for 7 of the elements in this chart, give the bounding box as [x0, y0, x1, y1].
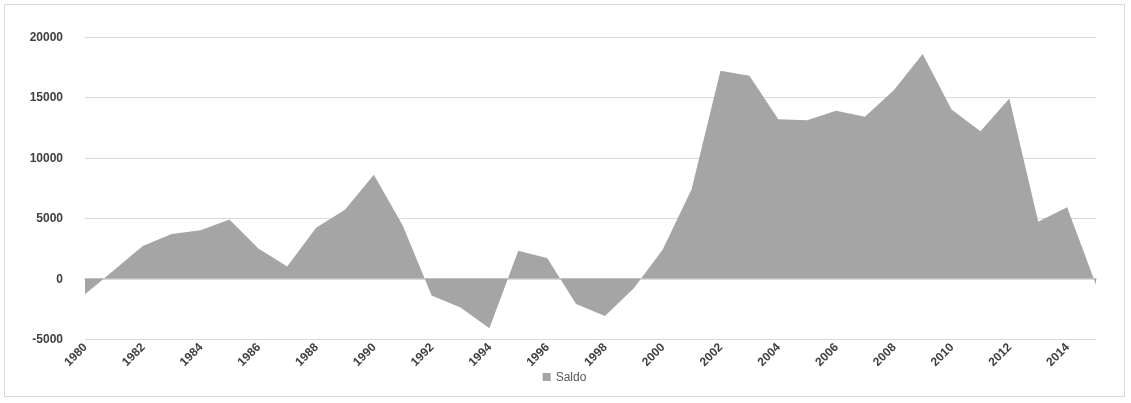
- legend-label: Saldo: [555, 370, 587, 384]
- y-tick-label: 10000: [29, 150, 64, 165]
- y-tick-label: -5000: [32, 332, 64, 346]
- y-tick-label: 0: [56, 271, 64, 286]
- y-tick-label: 15000: [29, 90, 64, 105]
- y-tick-label: 20000: [29, 30, 64, 44]
- y-tick-label: 5000: [36, 211, 64, 226]
